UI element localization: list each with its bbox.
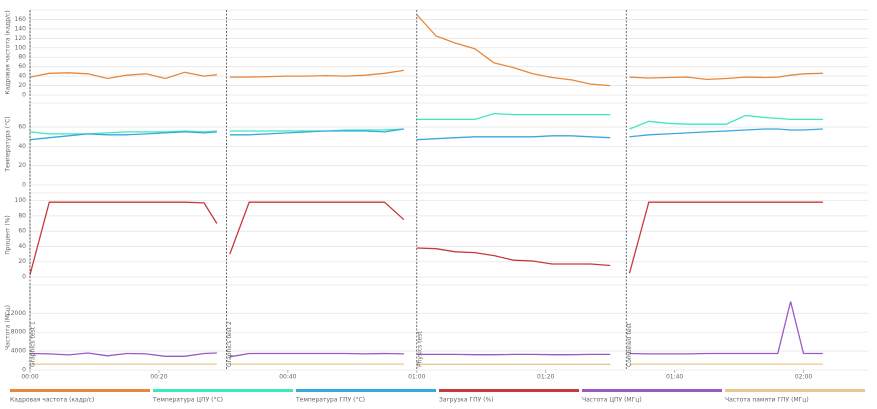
legend-label: Частота памяти ГПУ (МГц) xyxy=(725,397,809,404)
y-tick-label: 60 xyxy=(18,63,26,70)
test-label: Graphics test 2 xyxy=(226,321,233,367)
y-tick-label: 0 xyxy=(22,274,26,281)
y-tick-label: 0 xyxy=(22,92,26,99)
legend-swatch xyxy=(725,389,865,392)
y-tick-label: 0 xyxy=(22,182,26,189)
legend-swatch xyxy=(153,389,293,392)
x-tick-label: 01:40 xyxy=(666,374,683,381)
y-tick-label: 160 xyxy=(15,16,27,23)
legend-swatch xyxy=(296,389,436,392)
y-tick-label: 120 xyxy=(15,35,27,42)
legend-swatch xyxy=(439,389,579,392)
y-tick-label: 12000 xyxy=(7,310,26,317)
y-tick-label: 0 xyxy=(22,367,26,374)
y-axis-title: Кадровая частота (кадр/с) xyxy=(5,10,12,94)
y-tick-label: 4000 xyxy=(11,348,26,355)
y-axis-title: Процент (%) xyxy=(5,215,12,254)
series-line xyxy=(29,128,823,141)
test-label: Graphics test 1 xyxy=(30,321,37,367)
legend-swatch xyxy=(582,389,722,392)
y-tick-label: 80 xyxy=(18,54,26,61)
test-label: Combined test xyxy=(626,322,633,367)
y-tick-label: 80 xyxy=(18,212,26,219)
y-tick-label: 100 xyxy=(15,197,27,204)
x-tick-label: 01:00 xyxy=(408,374,425,381)
y-tick-label: 40 xyxy=(18,73,26,80)
y-tick-label: 20 xyxy=(18,82,26,89)
y-tick-label: 140 xyxy=(15,25,27,32)
y-tick-label: 40 xyxy=(18,243,26,250)
y-axis-title: Температура (°C) xyxy=(5,116,12,172)
y-tick-label: 8000 xyxy=(11,329,26,336)
x-tick-label: 00:40 xyxy=(279,374,296,381)
legend-label: Температура ЦПУ (°C) xyxy=(152,397,223,404)
series-line xyxy=(29,301,823,358)
x-tick-label: 02:00 xyxy=(795,374,812,381)
series-line xyxy=(29,201,823,275)
y-tick-label: 60 xyxy=(18,228,26,235)
y-tick-label: 100 xyxy=(15,44,27,51)
y-tick-label: 20 xyxy=(18,162,26,169)
y-tick-label: 40 xyxy=(18,143,26,150)
x-tick-label: 01:20 xyxy=(537,374,554,381)
legend-swatch xyxy=(10,389,150,392)
legend-label: Частота ЦПУ (МГц) xyxy=(582,397,642,404)
series-line xyxy=(29,14,823,87)
y-tick-label: 20 xyxy=(18,258,26,265)
legend-label: Загрузка ГПУ (%) xyxy=(439,397,494,404)
x-tick-label: 00:20 xyxy=(150,374,167,381)
y-axis-title: Частота (МГц) xyxy=(5,305,12,350)
legend-label: Кадровая частота (кадр/с) xyxy=(10,397,94,404)
series-line xyxy=(29,112,823,135)
x-tick-label: 00:00 xyxy=(21,374,38,381)
y-tick-label: 60 xyxy=(18,124,26,131)
legend-label: Температура ГПУ (°C) xyxy=(295,397,365,404)
test-label: Physics test xyxy=(416,331,423,367)
